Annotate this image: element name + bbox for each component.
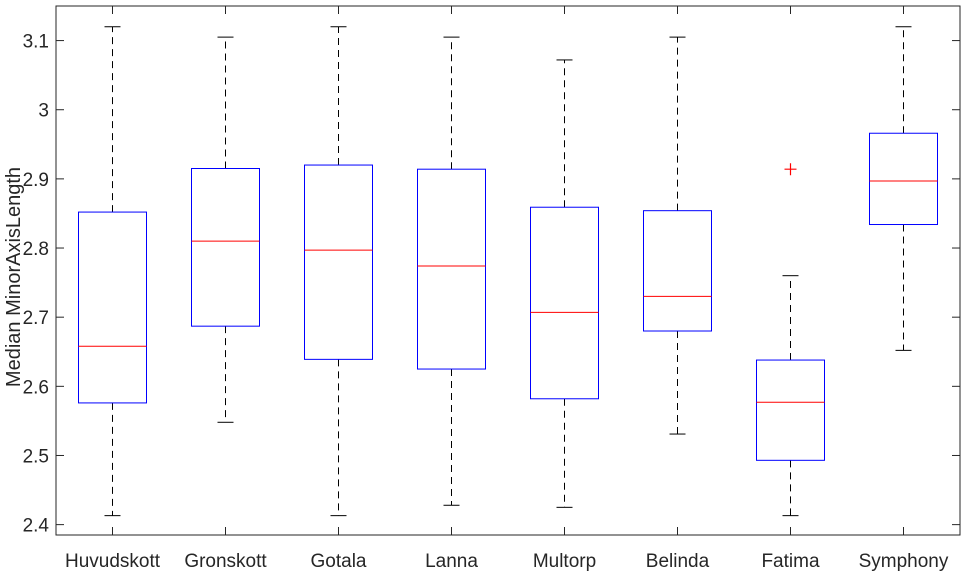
y-axis-title: Median MinorAxisLength xyxy=(3,167,25,387)
y-tick-label: 2.4 xyxy=(23,516,50,537)
box-iqr xyxy=(191,168,260,327)
box-iqr xyxy=(417,168,486,370)
plot-frame xyxy=(55,5,961,536)
x-tick-label: Lanna xyxy=(425,551,478,572)
y-tick-label: 2.6 xyxy=(23,377,49,398)
y-tick-label: 2.9 xyxy=(23,170,49,191)
box-iqr xyxy=(869,132,938,226)
y-tick-label: 3.1 xyxy=(23,32,49,53)
box-iqr xyxy=(643,210,712,332)
x-tick-label: Fatima xyxy=(761,551,820,572)
x-tick-label: Belinda xyxy=(646,551,710,572)
x-tick-label: Symphony xyxy=(859,551,949,572)
box-iqr xyxy=(530,206,599,400)
x-tick-label: Huvudskott xyxy=(65,551,161,572)
y-tick-label: 2.7 xyxy=(23,308,49,329)
y-tick-label: 2.8 xyxy=(23,239,49,260)
box-iqr xyxy=(78,211,147,404)
y-tick-label: 3 xyxy=(38,101,49,122)
x-tick-label: Gronskott xyxy=(184,551,267,572)
y-tick-label: 2.5 xyxy=(23,446,49,467)
box-iqr xyxy=(756,359,825,461)
x-tick-label: Multorp xyxy=(533,551,596,572)
x-tick-label: Gotala xyxy=(311,551,367,572)
box-iqr xyxy=(304,164,373,360)
outlier-marker xyxy=(784,163,797,176)
